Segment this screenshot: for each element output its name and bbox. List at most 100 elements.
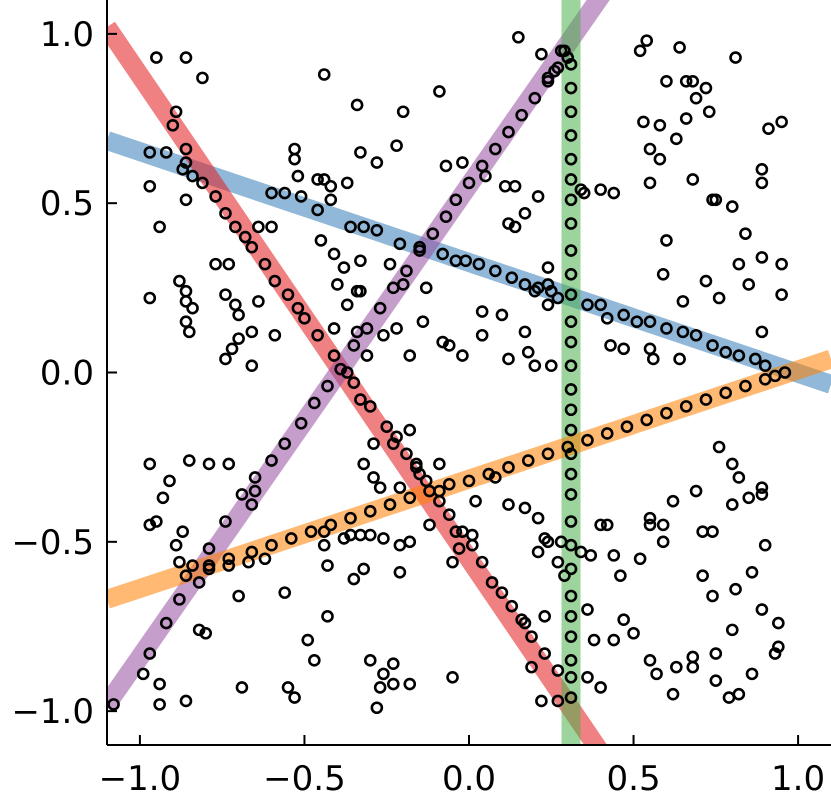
data-point [327,349,341,362]
data-point [357,562,370,576]
data-point [508,179,522,193]
y-tick-label: −1.0 [11,692,94,732]
data-point [564,173,578,186]
data-point [436,247,449,261]
data-point [564,58,578,71]
data-point [367,437,380,450]
data-point [222,552,236,566]
data-point [166,118,180,132]
data-point [393,565,407,579]
data-point [143,291,157,305]
y-tick-label: 1.0 [40,15,94,55]
data-point [159,616,173,630]
data-point [370,701,384,715]
data-point [390,430,403,444]
data-point [709,674,723,687]
series-line-1 [107,131,831,394]
data-point [666,687,680,701]
data-point [604,339,617,352]
data-point [643,142,657,156]
y-tick-label: 0.5 [40,184,94,224]
data-point [225,342,239,356]
data-point [143,518,157,532]
data-point [564,217,578,230]
data-point [403,677,417,691]
data-point [535,47,548,61]
data-point [538,647,551,660]
data-point [400,447,413,461]
data-point [696,569,709,582]
data-point [594,681,607,694]
data-point [222,257,236,271]
data-point [745,667,759,681]
data-point [238,230,252,244]
data-point [755,603,769,616]
data-point [643,654,657,667]
data-point [143,457,157,471]
data-point [502,498,515,511]
data-point [768,647,782,660]
data-point [551,291,565,305]
data-point [673,41,686,54]
data-point [311,173,324,186]
data-point [564,488,578,501]
data-point [594,183,607,196]
data-point [633,552,647,566]
data-point [252,295,265,308]
data-point [544,284,558,298]
data-point [502,352,515,366]
data-point [643,511,657,525]
data-point [528,359,542,373]
data-point [564,315,578,329]
data-point [538,610,551,623]
data-point [370,156,384,169]
data-point [518,207,532,220]
data-point [209,257,222,271]
data-point [581,603,594,616]
data-point [229,220,242,234]
data-point [347,572,361,586]
data-point [617,613,630,627]
data-point [564,654,578,667]
data-point [337,261,351,274]
data-point [482,467,496,481]
data-point [192,576,206,589]
data-point [367,471,380,484]
data-point [442,477,456,491]
data-point [561,440,575,454]
data-point [637,115,650,129]
data-point [656,535,670,549]
data-point [699,81,713,95]
data-point [475,305,489,318]
data-point [179,569,193,582]
data-point [311,328,324,342]
data-point [594,298,607,312]
data-point [739,227,752,240]
data-point [699,274,713,288]
data-point [288,691,301,704]
data-point [564,589,578,603]
data-point [169,105,183,119]
data-point [541,535,555,549]
data-point [304,525,318,538]
data-point [755,176,769,190]
data-point [725,200,739,213]
data-point [186,301,199,315]
data-point [363,528,377,542]
data-point [689,328,703,342]
data-point [679,400,693,413]
data-point [581,670,594,684]
data-point [265,538,278,552]
data-point [531,511,545,525]
data-point [380,420,394,433]
data-point [676,295,690,308]
data-point [222,559,236,572]
data-point [515,613,528,627]
data-point [475,159,489,173]
data-point [673,352,686,366]
data-point [442,339,456,352]
data-point [521,345,535,359]
data-point [278,586,292,599]
data-point [308,654,321,667]
